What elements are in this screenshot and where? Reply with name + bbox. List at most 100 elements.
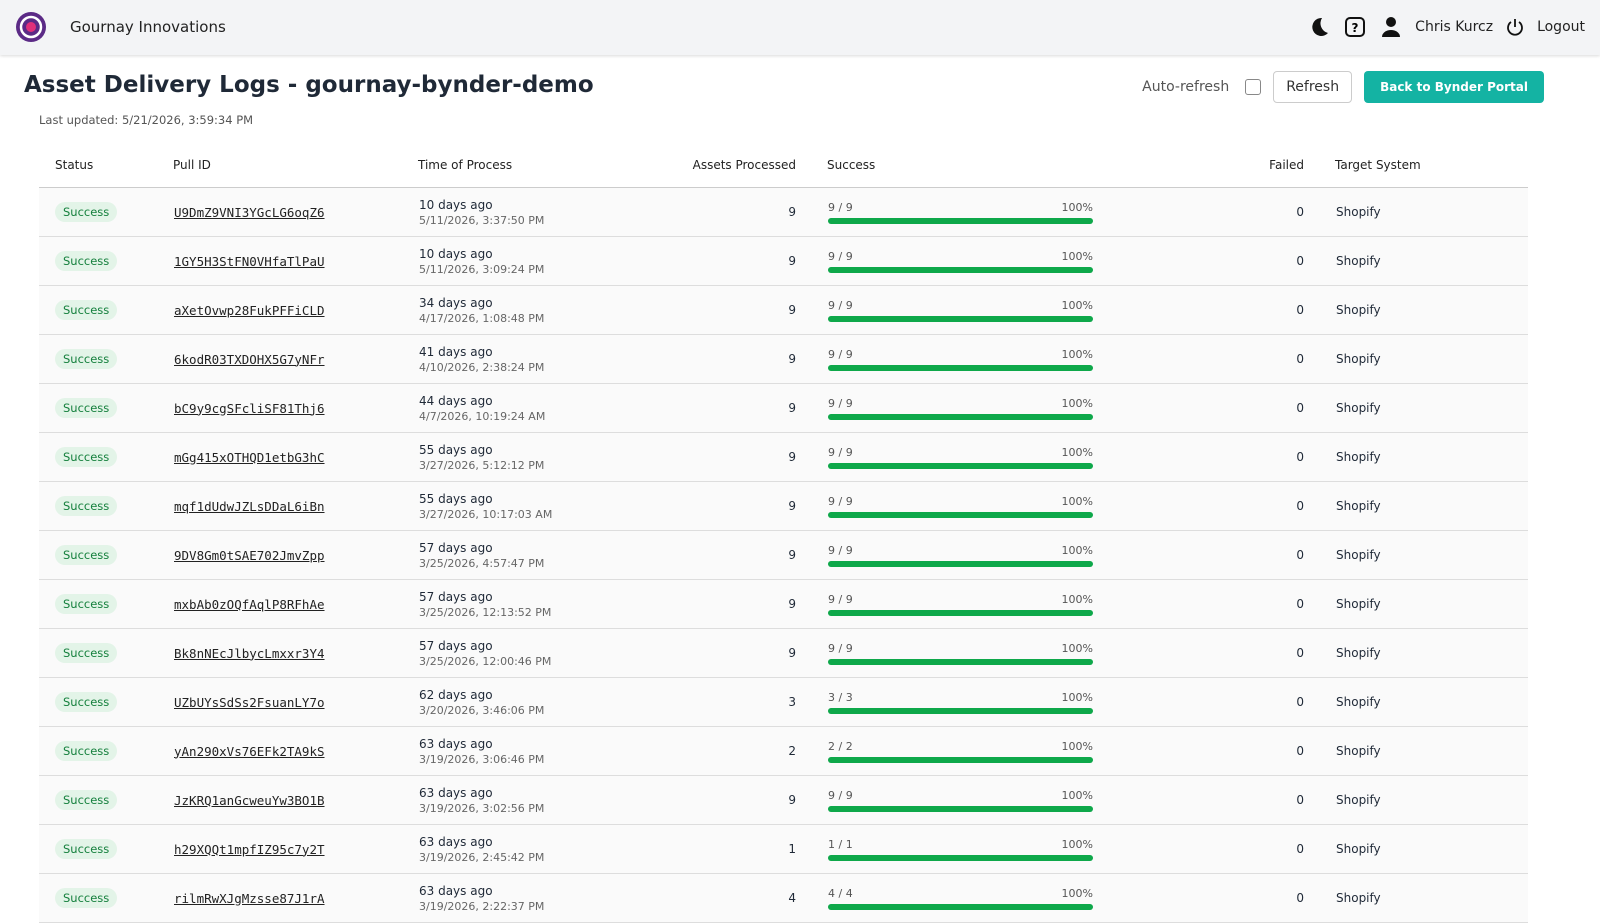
- timestamp: 3/19/2026, 3:06:46 PM: [419, 752, 545, 766]
- log-row: Success yAn290xVs76EFk2TA9kS 63 days ago 3/…: [39, 726, 1528, 776]
- success-count: 1 / 1: [828, 837, 853, 851]
- pull-id-cell: mqf1dUdwJZLsDDaL6iBn: [173, 481, 418, 531]
- pull-id-link[interactable]: aXetOvwp28FukPFFiCLD: [174, 302, 325, 318]
- logo[interactable]: [15, 11, 48, 44]
- status-badge: Success: [55, 643, 118, 663]
- success-percent: 100%: [1061, 543, 1093, 557]
- success-labels: 9 / 9 100%: [828, 495, 1093, 508]
- success-labels: 9 / 9 100%: [828, 250, 1093, 263]
- timestamp: 3/27/2026, 10:17:03 AM: [419, 507, 553, 521]
- assets-cell: 9: [669, 481, 827, 531]
- relative-time: 57 days ago: [419, 540, 493, 555]
- success-cell: 9 / 9 100%: [827, 334, 1174, 384]
- assets-cell: 9: [669, 775, 827, 825]
- failed-cell: 0: [1174, 481, 1335, 531]
- pull-id-link[interactable]: mxbAb0zOQfAqlP8RFhAe: [174, 596, 325, 612]
- relative-time: 62 days ago: [419, 687, 493, 702]
- status-cell: Success: [39, 187, 173, 237]
- status-cell: Success: [39, 530, 173, 580]
- assets-cell: 9: [669, 236, 827, 286]
- auto-refresh-checkbox[interactable]: [1245, 79, 1262, 95]
- column-header: Assets Processed: [669, 142, 827, 188]
- assets-cell: 9: [669, 432, 827, 482]
- pull-id-link[interactable]: rilmRwXJgMzsse87J1rA: [174, 890, 325, 906]
- timestamp: 3/25/2026, 4:57:47 PM: [419, 556, 545, 570]
- log-row: Success U9DmZ9VNI3YGcLG6oqZ6 10 days ago 5/…: [39, 187, 1528, 237]
- status-cell: Success: [39, 775, 173, 825]
- status-cell: Success: [39, 432, 173, 482]
- top-bar: Gournay Innovations ? Chris Kurcz Logout: [0, 0, 1600, 55]
- progress-track: [828, 707, 1093, 714]
- pull-id-link[interactable]: bC9y9cgSFcliSF81Thj6: [174, 400, 325, 416]
- status-cell: Success: [39, 628, 173, 678]
- relative-time: 63 days ago: [419, 785, 493, 800]
- progress-fill: [828, 609, 1093, 616]
- pull-id-cell: mxbAb0zOQfAqlP8RFhAe: [173, 579, 418, 629]
- pull-id-link[interactable]: 1GY5H3StFN0VHfaTlPaU: [174, 253, 325, 269]
- success-cell: 3 / 3 100%: [827, 677, 1174, 727]
- assets-cell: 4: [669, 873, 827, 923]
- progress-fill: [828, 217, 1093, 224]
- theme-toggle[interactable]: [1307, 15, 1331, 39]
- pull-id-link[interactable]: UZbUYsSdSs2FsuanLY7o: [174, 694, 325, 710]
- success-labels: 9 / 9 100%: [828, 299, 1093, 312]
- pull-id-link[interactable]: JzKRQ1anGcweuYw3BO1B: [174, 792, 325, 808]
- power-icon: [1507, 19, 1523, 36]
- pull-id-link[interactable]: Bk8nNEcJlbycLmxxr3Y4: [174, 645, 325, 661]
- status-badge: Success: [55, 545, 118, 565]
- pull-id-link[interactable]: U9DmZ9VNI3YGcLG6oqZ6: [174, 204, 325, 220]
- failed-cell: 0: [1174, 236, 1335, 286]
- assets-cell: 2: [669, 726, 827, 776]
- progress-track: [828, 756, 1093, 763]
- assets-cell: 9: [669, 187, 827, 237]
- success-percent: 100%: [1061, 249, 1093, 263]
- timestamp: 5/11/2026, 3:09:24 PM: [419, 262, 545, 276]
- relative-time: 10 days ago: [419, 197, 493, 212]
- logs-table: Status Pull ID Time of Process Assets Proce…: [39, 142, 1528, 923]
- pull-id-cell: bC9y9cgSFcliSF81Thj6: [173, 383, 418, 433]
- success-percent: 100%: [1061, 592, 1093, 606]
- log-row: Success 1GY5H3StFN0VHfaTlPaU 10 days ago 5/…: [39, 236, 1528, 286]
- target-cell: Shopify: [1335, 726, 1528, 776]
- log-row: Success mqf1dUdwJZLsDDaL6iBn 55 days ago 3/…: [39, 481, 1528, 531]
- status-cell: Success: [39, 334, 173, 384]
- status-badge: Success: [55, 447, 118, 467]
- pull-id-link[interactable]: mqf1dUdwJZLsDDaL6iBn: [174, 498, 325, 514]
- log-row: Success Bk8nNEcJlbycLmxxr3Y4 57 days ago 3/…: [39, 628, 1528, 678]
- brand: Gournay Innovations: [70, 18, 226, 36]
- help-icon[interactable]: ?: [1343, 15, 1367, 39]
- pull-id-link[interactable]: 6kodR03TXDOHX5G7yNFr: [174, 351, 325, 367]
- status-cell: Success: [39, 726, 173, 776]
- success-labels: 9 / 9 100%: [828, 642, 1093, 655]
- pull-id-link[interactable]: mGg415xOTHQD1etbG3hC: [174, 449, 325, 465]
- pull-id-cell: Bk8nNEcJlbycLmxxr3Y4: [173, 628, 418, 678]
- success-count: 9 / 9: [828, 298, 853, 312]
- column-header: Target System: [1335, 142, 1528, 188]
- pull-id-cell: 6kodR03TXDOHX5G7yNFr: [173, 334, 418, 384]
- assets-cell: 9: [669, 383, 827, 433]
- pull-id-link[interactable]: 9DV8Gm0tSAE702JmvZpp: [174, 547, 325, 563]
- timestamp: 3/25/2026, 12:13:52 PM: [419, 605, 552, 619]
- success-count: 9 / 9: [828, 396, 853, 410]
- logout[interactable]: Logout: [1537, 19, 1585, 35]
- pull-id-link[interactable]: yAn290xVs76EFk2TA9kS: [174, 743, 325, 759]
- progress-fill: [828, 462, 1093, 469]
- time-cell: 57 days ago 3/25/2026, 4:57:47 PM: [418, 530, 669, 580]
- svg-text:?: ?: [1352, 21, 1359, 35]
- success-cell: 9 / 9 100%: [827, 187, 1174, 237]
- progress-fill: [828, 707, 1093, 714]
- pull-id-link[interactable]: h29XQQt1mpfIZ95c7y2T: [174, 841, 325, 857]
- pull-id-cell: rilmRwXJgMzsse87J1rA: [173, 873, 418, 923]
- log-row: Success UZbUYsSdSs2FsuanLY7o 62 days ago 3/…: [39, 677, 1528, 727]
- refresh-button[interactable]: Refresh: [1273, 71, 1353, 103]
- failed-cell: 0: [1174, 334, 1335, 384]
- progress-fill: [828, 560, 1093, 567]
- user-name[interactable]: Chris Kurcz: [1415, 19, 1494, 35]
- pull-id-cell: yAn290xVs76EFk2TA9kS: [173, 726, 418, 776]
- back-button[interactable]: Back to Bynder Portal: [1364, 71, 1544, 103]
- success-percent: 100%: [1061, 494, 1093, 508]
- assets-cell: 9: [669, 334, 827, 384]
- assets-cell: 9: [669, 628, 827, 678]
- timestamp: 4/7/2026, 10:19:24 AM: [419, 409, 546, 423]
